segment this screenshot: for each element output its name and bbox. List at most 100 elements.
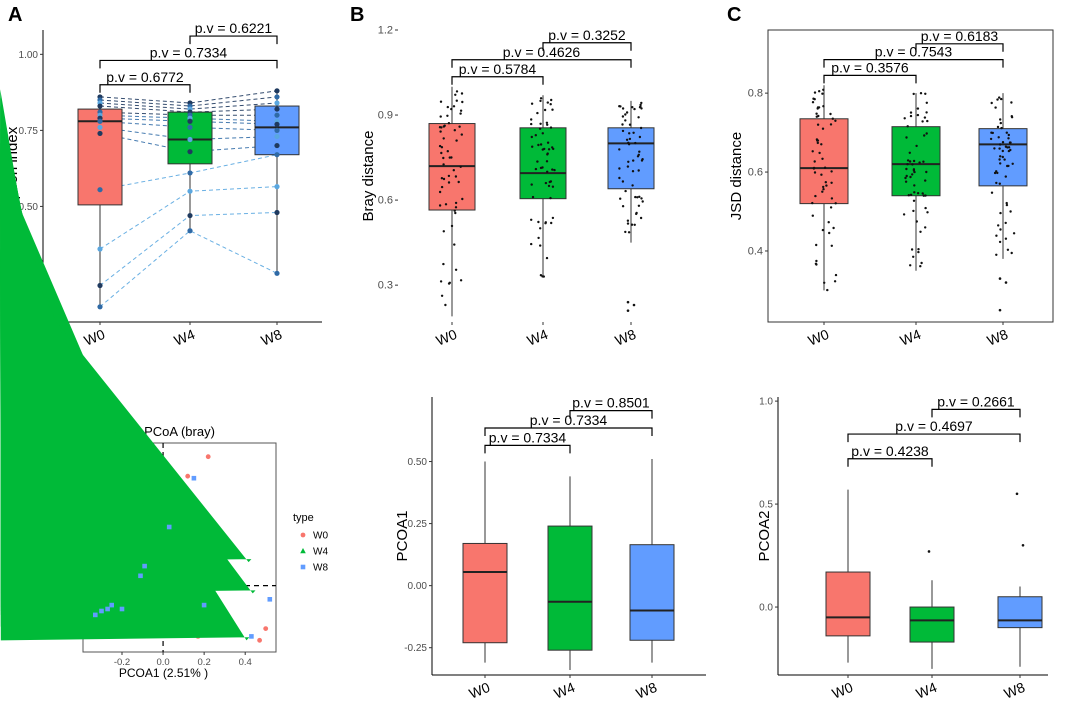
jitter-point <box>926 211 929 214</box>
jitter-point <box>459 165 462 168</box>
jitter-point <box>830 244 833 247</box>
comparison-bracket <box>542 42 632 51</box>
p-value-label: p.v = 0.7334 <box>489 429 567 445</box>
jitter-point <box>1007 164 1010 168</box>
jitter-point <box>633 223 636 226</box>
jitter-point <box>1003 158 1006 161</box>
p-value-label: p.v = 0.7334 <box>530 412 608 428</box>
jitter-point <box>815 243 818 247</box>
jitter-point <box>624 113 627 116</box>
scatter-point-w8 <box>99 608 104 614</box>
jitter-point <box>909 175 912 179</box>
jitter-point <box>442 230 445 233</box>
x-tick-label: W8 <box>985 326 1011 349</box>
x-tick-label: W8 <box>634 679 660 702</box>
jitter-point <box>925 101 928 105</box>
jitter-point <box>530 218 533 221</box>
jitter-point <box>1001 141 1005 144</box>
jitter-point <box>627 231 631 234</box>
jitter-point <box>919 265 922 268</box>
jitter-point <box>999 228 1002 231</box>
jitter-point <box>1001 155 1004 159</box>
jitter-point <box>549 103 552 106</box>
jitter-point <box>626 165 630 168</box>
jitter-point <box>1005 201 1008 205</box>
legend-key-w4 <box>300 548 306 554</box>
jitter-point <box>1007 133 1010 137</box>
jitter-point <box>997 136 1000 139</box>
jitter-point <box>924 179 927 182</box>
jitter-point <box>912 168 916 171</box>
jitter-point <box>459 112 462 115</box>
jitter-point <box>1010 115 1013 118</box>
box-w0 <box>825 571 871 637</box>
jitter-point <box>530 102 534 105</box>
jitter-point <box>822 188 825 191</box>
y-tick-label: 0.50 <box>19 202 39 213</box>
jitter-point <box>636 155 640 158</box>
jitter-point <box>545 160 549 163</box>
box-w0 <box>799 118 849 205</box>
x-tick-label: W0 <box>434 326 460 349</box>
jitter-point <box>545 121 549 125</box>
jitter-point <box>639 105 642 108</box>
sample-point <box>97 304 103 310</box>
jitter-point <box>997 224 1000 227</box>
jitter-point <box>906 125 909 128</box>
outlier-point <box>998 277 1002 280</box>
comparison-bracket <box>915 43 1004 52</box>
y-tick-label: 0.6 <box>378 195 393 207</box>
jitter-point <box>455 99 458 102</box>
jitter-point <box>627 160 630 163</box>
jitter-point <box>639 103 642 107</box>
jitter-point <box>907 194 910 197</box>
scatter-point-w8 <box>109 602 114 608</box>
jitter-point <box>990 101 993 105</box>
jitter-point <box>541 132 544 135</box>
y-tick-label: 0.75 <box>19 126 39 137</box>
panel-pcoa1-boxplot: -0.25 0.00 0.25 0.50 PCOA1 W0 W4 W8 p.v = 0.7334… <box>394 395 706 702</box>
jitter-point <box>1005 131 1008 134</box>
jitter-point <box>821 127 825 130</box>
jitter-point <box>621 129 625 133</box>
x-tick-label: W0 <box>806 326 832 349</box>
outlier-point <box>626 300 630 304</box>
y-tick-label: 0.50 <box>408 457 428 468</box>
jitter-point <box>440 294 444 297</box>
jitter-point <box>628 137 632 141</box>
jitter-point <box>815 115 818 118</box>
y-tick-label: 0.4 <box>748 245 763 257</box>
jitter-point <box>1006 248 1010 251</box>
jitter-point <box>912 199 916 202</box>
jitter-point <box>922 160 925 163</box>
scatter-point-w0 <box>185 473 191 479</box>
jitter-point <box>811 101 815 104</box>
sample-point <box>97 246 103 252</box>
jitter-point <box>544 222 547 225</box>
jitter-point <box>550 98 553 102</box>
x-tick-label: W8 <box>259 326 285 349</box>
paired-line <box>99 117 278 125</box>
box-w8 <box>607 127 655 190</box>
jitter-point <box>919 230 922 233</box>
jitter-point <box>539 143 543 146</box>
jitter-point <box>454 206 458 209</box>
jitter-point <box>815 138 819 141</box>
jitter-point <box>453 129 456 132</box>
jitter-point <box>812 97 815 100</box>
jitter-point <box>916 113 920 117</box>
sample-point <box>274 106 280 112</box>
jitter-point <box>999 118 1002 121</box>
paired-line <box>99 90 278 104</box>
paired-line <box>99 120 278 131</box>
jitter-point <box>549 126 553 129</box>
jitter-point <box>1000 97 1003 101</box>
jitter-point <box>454 201 458 205</box>
p-value-label: p.v = 0.2661 <box>937 393 1015 409</box>
jitter-point <box>834 273 838 277</box>
jitter-point <box>551 216 555 220</box>
jitter-point <box>817 106 821 109</box>
jitter-point <box>991 131 994 135</box>
box-w4 <box>909 606 955 643</box>
y-tick-label: 0.25 <box>408 519 428 530</box>
